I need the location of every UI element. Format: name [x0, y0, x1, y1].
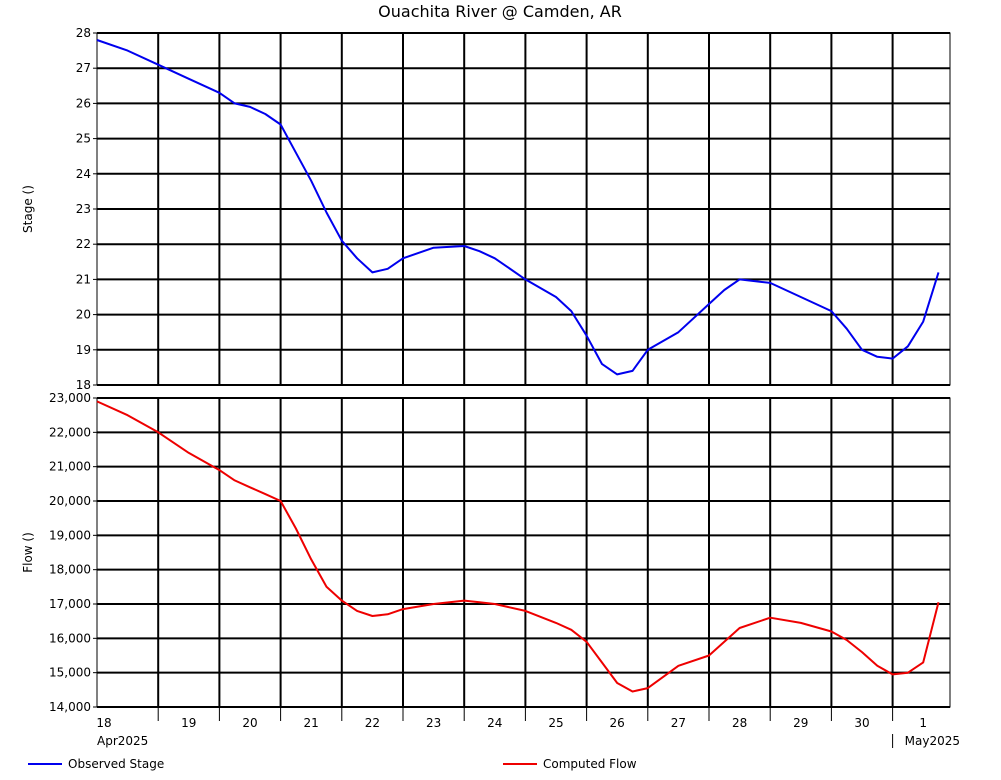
x-tick-label: 22	[365, 716, 380, 730]
y-tick-label: 26	[76, 96, 91, 110]
y-tick-label: 20	[76, 308, 91, 322]
x-axis: 18 19 20 21 22 23 24 25 26 27 28 29 30 1 Apr2025 May202…	[96, 707, 960, 748]
y-tick-label: 21	[76, 272, 91, 286]
x-tick-label: 19	[181, 716, 196, 730]
x-tick-label: 21	[304, 716, 319, 730]
y-tick-label: 15,000	[49, 666, 91, 680]
legend-label: Computed Flow	[543, 757, 637, 771]
x-tick-label: 27	[671, 716, 686, 730]
y-tick-label: 28	[76, 26, 91, 40]
y-tick-label: 25	[76, 132, 91, 146]
y-tick-label: 22,000	[49, 425, 91, 439]
y-tick-label: 23,000	[49, 391, 91, 405]
y-tick-label: 27	[76, 61, 91, 75]
y-tick-label: 16,000	[49, 631, 91, 645]
y-axis-label: Flow ()	[21, 532, 35, 573]
y-tick-label: 23	[76, 202, 91, 216]
x-tick-label: 24	[487, 716, 502, 730]
x-tick-label: 23	[426, 716, 441, 730]
month-label-may: May2025	[905, 734, 960, 748]
y-tick-label: 18	[76, 378, 91, 392]
panel-flow: 14,000 15,000 16,000 17,000 18,000 19,000 20,0…	[21, 391, 951, 714]
y-tick-label: 20,000	[49, 494, 91, 508]
x-tick-label: 25	[548, 716, 563, 730]
plot-frame	[96, 397, 951, 708]
y-axis-label: Stage ()	[21, 185, 35, 233]
series-line-observed-stage	[96, 39, 940, 376]
y-tick-label: 19	[76, 343, 91, 357]
x-tick-label: 26	[610, 716, 625, 730]
month-label-apr: Apr2025	[97, 734, 148, 748]
x-tick-label: 20	[242, 716, 257, 730]
x-tick-label: 1	[919, 716, 927, 730]
y-tick-label: 19,000	[49, 528, 91, 542]
legend: Observed Stage Computed Flow	[28, 757, 637, 771]
chart-title: Ouachita River @ Camden, AR	[378, 2, 622, 21]
x-tick-label: 28	[732, 716, 747, 730]
x-tick-label: 18	[96, 716, 111, 730]
y-tick-label: 18,000	[49, 563, 91, 577]
series-line-computed-flow	[96, 400, 940, 693]
y-tick-label: 22	[76, 237, 91, 251]
x-tick-label: 30	[854, 716, 869, 730]
x-tick-label: 29	[793, 716, 808, 730]
y-tick-label: 17,000	[49, 597, 91, 611]
panel-stage: 18 19 20 21 22 23 24 25 26 27 28 Stage ()	[21, 26, 951, 392]
y-tick-label: 24	[76, 167, 91, 181]
y-tick-label: 21,000	[49, 460, 91, 474]
plot-frame	[96, 32, 951, 386]
legend-label: Observed Stage	[68, 757, 164, 771]
y-tick-label: 14,000	[49, 700, 91, 714]
